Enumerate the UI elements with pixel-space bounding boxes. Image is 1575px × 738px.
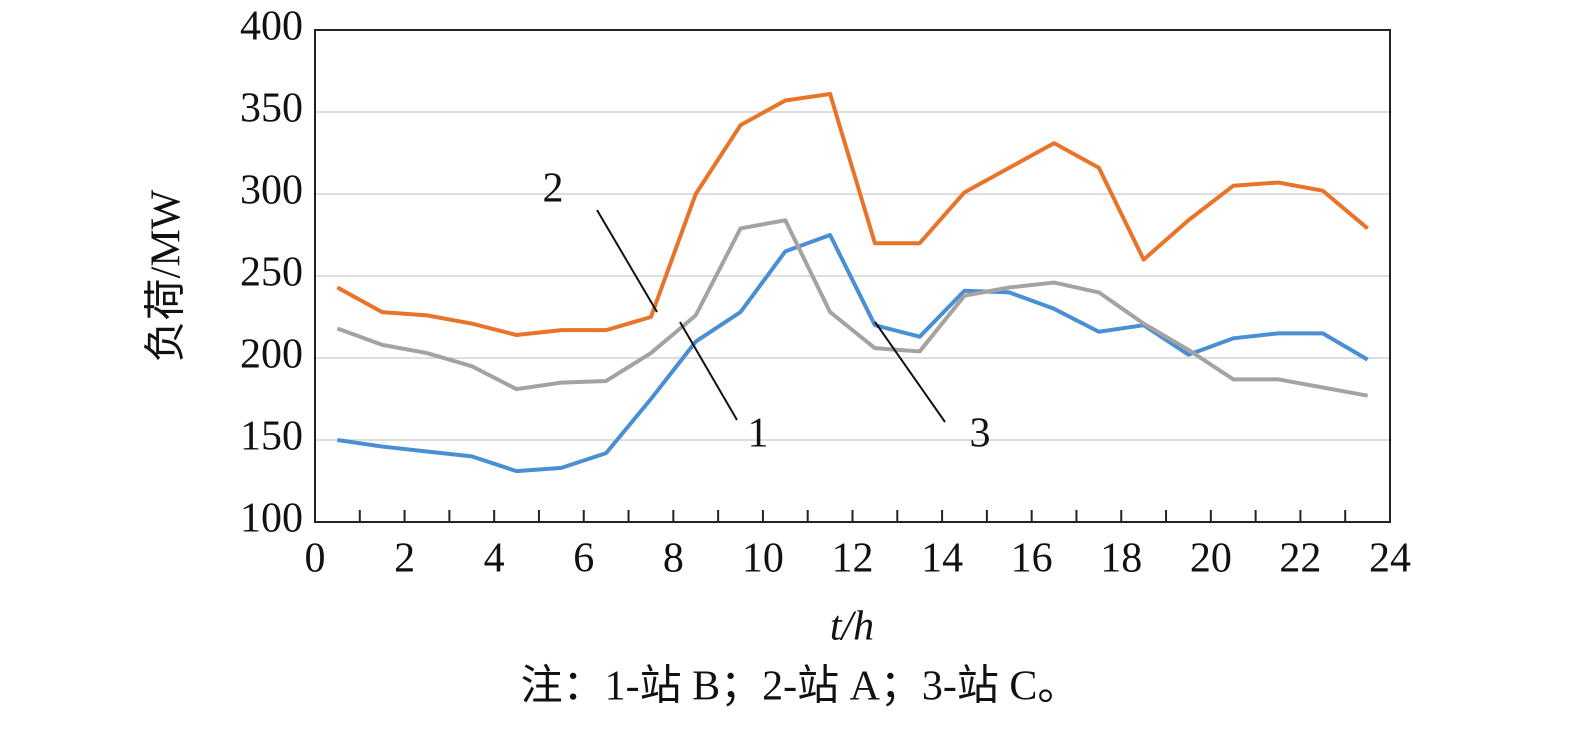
x-tick-label: 16 — [1011, 536, 1053, 582]
x-tick-label: 18 — [1100, 536, 1142, 582]
series-label: 2 — [543, 166, 564, 212]
y-tick-label: 400 — [240, 4, 303, 50]
x-tick-label: 22 — [1279, 536, 1321, 582]
series-label: 1 — [748, 411, 769, 457]
data-line — [336, 91, 1369, 338]
data-line — [337, 233, 1369, 474]
x-tick-label: 2 — [394, 536, 415, 582]
leader-line — [596, 209, 658, 313]
x-tick-label: 0 — [305, 536, 326, 582]
y-tick-label: 300 — [240, 168, 303, 214]
x-tick-label: 4 — [484, 536, 505, 582]
x-tick-label: 14 — [921, 536, 963, 582]
y-tick-label: 100 — [240, 496, 303, 542]
x-tick-label: 20 — [1190, 536, 1232, 582]
leader-line — [679, 321, 738, 421]
y-axis-label: 负荷/MW — [144, 189, 190, 362]
leader-line — [874, 321, 946, 423]
x-tick-label: 8 — [663, 536, 684, 582]
y-tick-label: 250 — [240, 250, 303, 296]
note: 注：1-站 B；2-站 A；3-站 C。 — [521, 663, 1080, 710]
y-tick-label: 200 — [240, 332, 303, 378]
x-axis-label: t/h — [830, 604, 874, 650]
x-tick-label: 12 — [832, 536, 874, 582]
x-tick-label: 6 — [573, 536, 594, 582]
data-line — [336, 218, 1368, 398]
x-tick-label: 24 — [1369, 536, 1411, 582]
series-label: 3 — [970, 411, 991, 457]
x-tick-label: 10 — [742, 536, 784, 582]
y-tick-label: 150 — [240, 414, 303, 460]
y-tick-label: 350 — [240, 86, 303, 132]
